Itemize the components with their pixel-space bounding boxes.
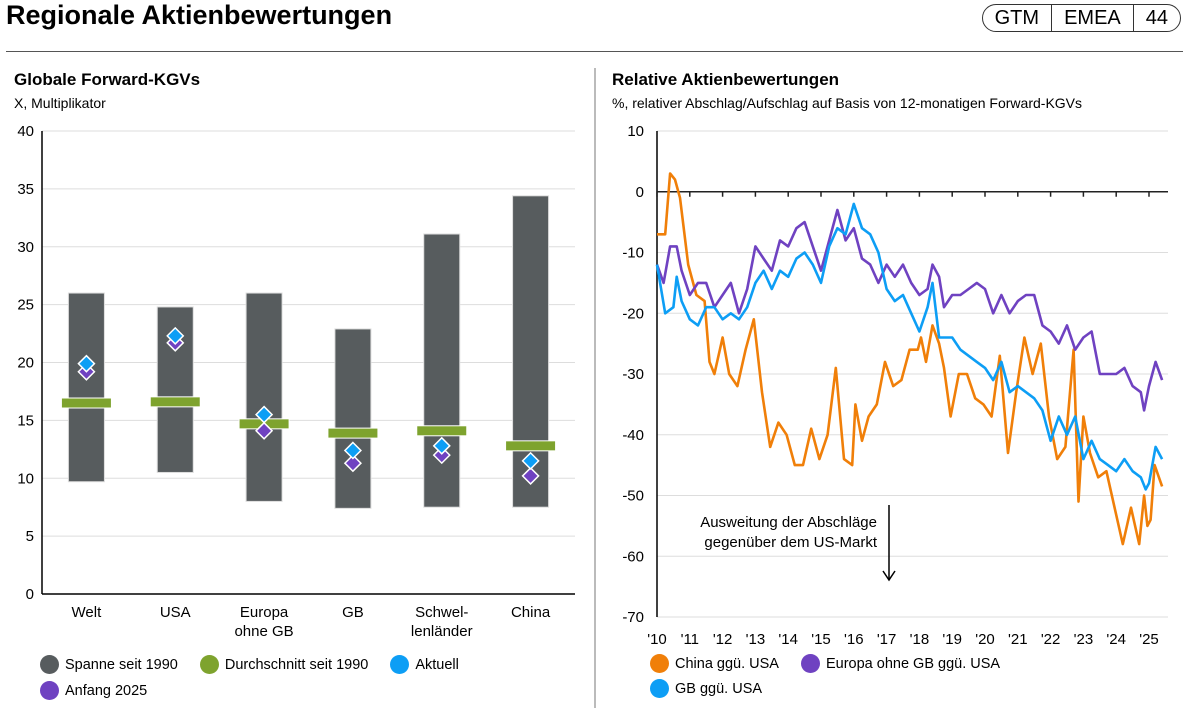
legend-swatch [650,679,669,698]
y-tick-label: 10 [627,123,644,140]
x-tick-label: Welt [72,604,103,621]
y-tick-label: 30 [17,239,34,256]
x-tick-label: '19 [942,631,962,648]
page-badge: GTM EMEA 44 [981,4,1181,32]
legend-label: Durchschnitt seit 1990 [224,656,369,673]
y-tick-label: -60 [622,548,644,565]
legend-item-gb: GB ggü. USA [650,679,762,698]
x-tick-label: '20 [975,631,995,648]
x-tick-label: USA [160,604,191,621]
range-bar [334,328,372,509]
legend-item-average: Durchschnitt seit 1990 [199,655,369,674]
current-diamond [432,436,451,455]
y-tick-label: 25 [17,297,34,314]
y-tick-label: 0 [636,184,644,201]
y-tick-label: 20 [17,355,34,372]
page-title: Regionale Aktienbewertungen [6,0,393,30]
x-tick-label: China [511,604,551,621]
legend-swatch [40,655,59,674]
legend-item-current: Aktuell [390,655,459,674]
x-tick-label: '25 [1139,631,1159,648]
y-tick-label: 10 [17,470,34,487]
average-marker [60,397,112,409]
left-chart-title: Globale Forward-KGVs [14,70,201,89]
legend-label: Aktuell [415,656,459,673]
x-tick-label: GB [342,604,364,621]
y-tick-label: -40 [622,427,644,444]
x-tick-label: '22 [1041,631,1061,648]
legend-swatch [650,654,669,673]
y-tick-label: -20 [622,305,644,322]
x-tick-label: '11 [681,631,699,648]
average-marker [149,396,201,408]
legend-swatch [800,654,820,673]
current-diamond [343,441,362,460]
x-tick-label: Europa ohne GB [234,604,293,640]
x-tick-label: '24 [1106,631,1126,648]
legend-item-start: Anfang 2025 [40,681,147,700]
series-line-gb [655,202,1164,491]
start-diamond [255,421,274,440]
legend-item-range: Spanne seit 1990 [40,655,178,674]
arrow-down-icon [882,570,896,582]
x-tick-label: '16 [844,631,864,648]
start-diamond [432,446,451,465]
legend-label: China ggü. USA [675,655,779,672]
x-tick-label: '17 [877,631,897,648]
x-tick-label: '23 [1074,631,1094,648]
right-chart-subtitle: %, relativer Abschlag/Aufschlag auf Basi… [612,95,1083,111]
range-bar [67,292,105,483]
right-legend: China ggü. USA Europa ohne GB ggü. USA [650,654,1000,673]
y-tick-label: -70 [622,609,644,626]
x-tick-label: '15 [811,631,831,648]
legend-label: Spanne seit 1990 [65,656,178,673]
range-bar [245,292,283,502]
x-tick-label: '13 [746,631,766,648]
y-tick-label: -50 [622,488,644,505]
x-tick-label: '12 [713,631,733,648]
current-diamond [255,405,274,424]
y-tick-label: -10 [622,245,644,262]
x-tick-label: Schwel-lenländer [411,604,473,640]
annotation-text: Ausweitung der Abschläge gegenüber dem US… [700,514,878,551]
left-legend: Spanne seit 1990 Durchschnitt seit 1990 … [40,655,459,674]
x-tick-label: '21 [1008,631,1028,648]
y-tick-label: -30 [622,366,644,383]
range-bar [423,233,461,508]
header-divider [6,51,1183,52]
y-tick-label: 40 [17,123,34,140]
x-tick-label: '14 [778,631,798,648]
average-marker [505,440,557,452]
series-line-china [657,172,1164,546]
legend-label: Anfang 2025 [65,682,148,699]
current-diamond [166,326,185,345]
legend-swatch [390,655,410,674]
x-tick-label: '10 [647,631,667,648]
current-diamond [77,354,96,373]
start-diamond [343,454,362,473]
left-chart-subtitle: X, Multiplikator [14,95,106,111]
badge-gtm: GTM [994,7,1040,29]
series-line-europe [655,208,1164,412]
legend-swatch [199,655,219,674]
badge-region: EMEA [1051,5,1133,31]
legend-item-china: China ggü. USA [650,654,779,673]
y-tick-label: 0 [26,586,34,603]
y-tick-label: 35 [17,181,34,198]
average-marker [327,427,379,439]
legend-label: Europa ohne GB ggü. USA [825,655,1001,672]
panel-divider [594,68,596,708]
average-marker [416,425,468,437]
badge-page-number: 44 [1132,5,1180,31]
y-tick-label: 15 [17,412,34,429]
legend-label: GB ggü. USA [675,680,763,697]
current-diamond [521,451,540,470]
x-tick-label: '18 [910,631,930,648]
y-tick-label: 5 [26,528,34,545]
legend-item-europe: Europa ohne GB ggü. USA [800,654,1001,673]
right-chart-title: Relative Aktienbewertungen [612,70,840,89]
start-diamond [521,466,540,485]
legend-swatch [40,681,59,700]
